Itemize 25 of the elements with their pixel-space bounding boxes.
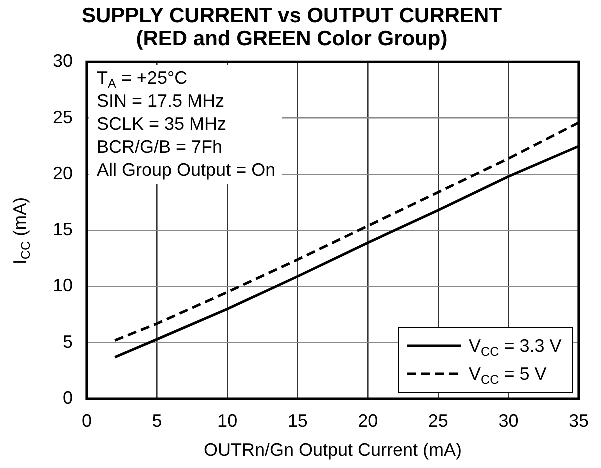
chart-subtitle: (RED and GREEN Color Group) (136, 27, 448, 50)
x-tick-label: 25 (428, 410, 448, 431)
x-tick-label: 35 (568, 410, 590, 431)
legend-label: V$_{CC}$ = 3.3 V (468, 336, 562, 358)
annotation: SCLK = 35 MHz (97, 113, 228, 136)
x-tick-label: 5 (152, 410, 162, 431)
y-tick-label: 0 (62, 388, 73, 408)
y-tick-label: 15 (52, 220, 73, 240)
x-tick-label: 15 (288, 410, 308, 431)
x-tick-label: 10 (218, 410, 238, 431)
annotation: All Group Output = On (97, 159, 276, 182)
annotation: BCR/G/B = 7Fh (97, 136, 224, 160)
y-tick-label: 20 (52, 163, 73, 184)
x-tick-label: 30 (498, 410, 519, 431)
y-tick-label: 25 (52, 107, 73, 128)
x-tick-label: 20 (358, 410, 378, 431)
annotation: T$_{A}$ = +25°C (97, 67, 189, 91)
x-tick-label: 0 (82, 410, 92, 431)
x-axis-title: OUTRn/Gn Output Current (mA) (204, 440, 462, 460)
legend-label: V$_{CC}$ = 5 V (468, 364, 547, 386)
y-tick-label: 30 (52, 51, 73, 72)
annotation: SIN = 17.5 MHz (97, 90, 226, 114)
chart-title: SUPPLY CURRENT vs OUTPUT CURRENT (82, 4, 502, 28)
y-tick-label: 5 (62, 332, 73, 352)
y-tick-label: 10 (52, 276, 73, 296)
